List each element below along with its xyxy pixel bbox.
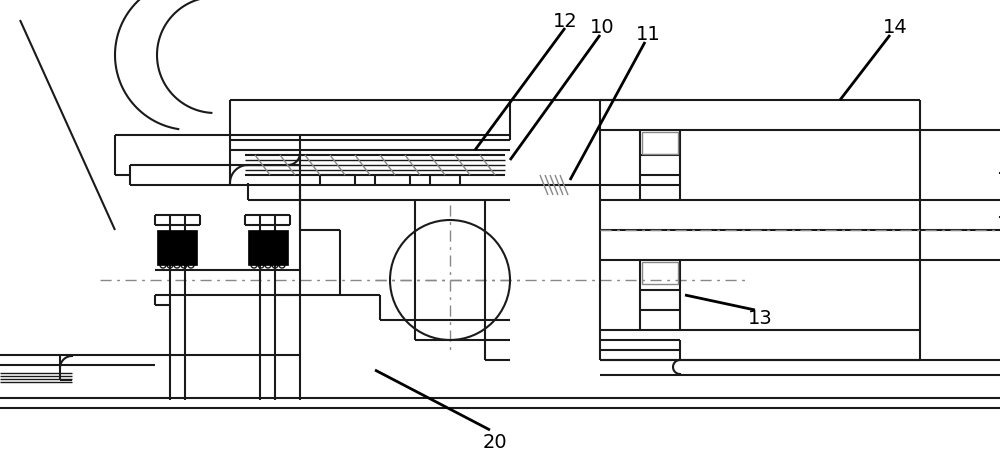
Bar <box>248 230 288 265</box>
Text: 20: 20 <box>483 433 507 453</box>
Text: 10: 10 <box>590 18 614 37</box>
Text: 12: 12 <box>553 12 577 31</box>
Bar <box>642 262 678 284</box>
Text: 11: 11 <box>636 25 660 45</box>
Text: 13: 13 <box>748 308 772 327</box>
Text: 14: 14 <box>883 18 907 37</box>
Bar <box>157 230 197 265</box>
Bar <box>642 132 678 154</box>
